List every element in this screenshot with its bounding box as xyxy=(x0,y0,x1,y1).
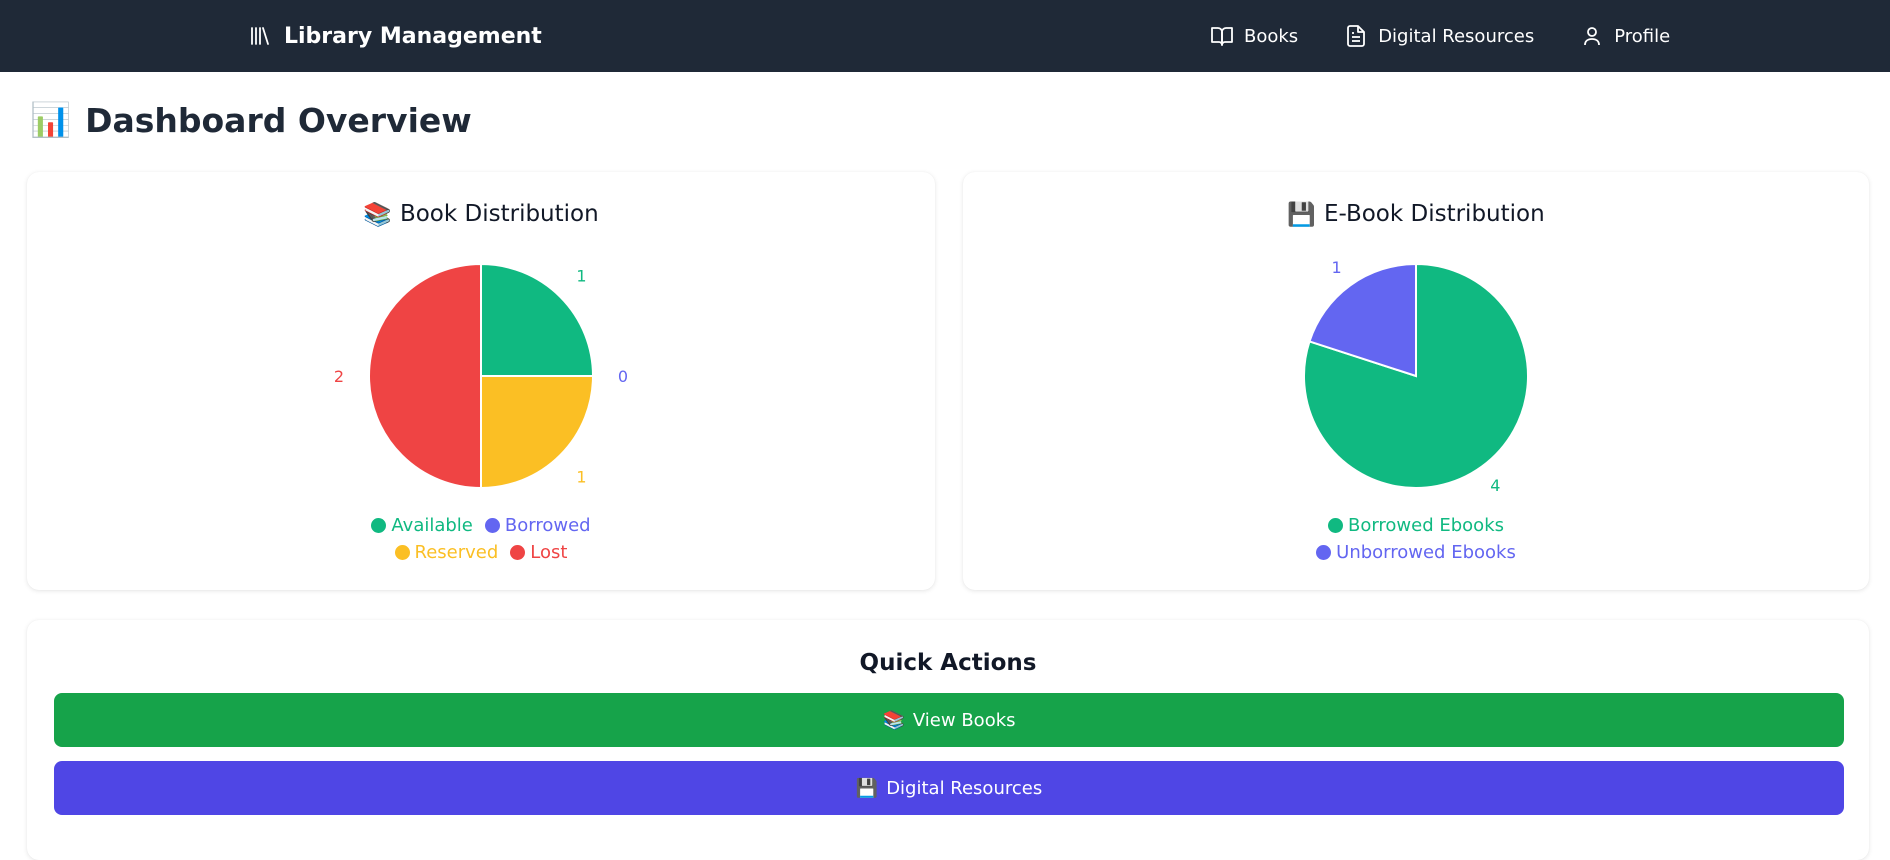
books-emoji-icon: 📚 xyxy=(882,709,905,731)
view-books-button-label: View Books xyxy=(912,709,1016,731)
pie-slice-reserved[interactable] xyxy=(480,375,595,490)
book-distribution-pie-chart: 1 0 1 2 xyxy=(334,262,628,490)
ebook-distribution-title: 💾 E-Book Distribution xyxy=(963,186,1869,242)
nav-link-profile[interactable]: Profile xyxy=(1580,24,1670,48)
bar-chart-icon: 📊 xyxy=(30,100,72,139)
document-icon xyxy=(1347,25,1366,47)
legend-dot xyxy=(394,545,410,560)
legend-label: Available xyxy=(391,515,473,536)
data-label-reserved: 1 xyxy=(576,467,586,486)
legend-item-borrowed-ebooks[interactable]: Borrowed Ebooks xyxy=(1322,512,1510,539)
ebook-distribution-title-text: E-Book Distribution xyxy=(1323,201,1545,227)
nav-link-books-label: Books xyxy=(1244,25,1299,47)
data-label-borrowed: 0 xyxy=(618,367,628,386)
view-books-button[interactable]: 📚 View Books xyxy=(54,693,1844,747)
legend-label: Borrowed Ebooks xyxy=(1347,515,1505,536)
page-title: 📊 Dashboard Overview xyxy=(30,100,472,140)
nav-link-profile-label: Profile xyxy=(1614,25,1671,47)
ebook-distribution-legend: Borrowed Ebooks Unborrowed Ebooks xyxy=(963,512,1869,566)
book-distribution-card: 📚 Book Distribution 1 0 1 2 Available Borrow… xyxy=(27,172,935,590)
legend-dot xyxy=(1316,545,1332,560)
legend-dot xyxy=(510,545,526,560)
quick-actions-card: Quick Actions 📚 View Books 💾 Digital Res… xyxy=(27,620,1869,860)
book-distribution-legend: Available Borrowed Reserved Lost xyxy=(27,512,935,566)
nav-link-digital-resources-label: Digital Resources xyxy=(1378,25,1535,47)
data-label-borrowed-ebooks: 4 xyxy=(1490,476,1500,495)
nav-links: Books Digital Resources Profile xyxy=(1210,0,1670,72)
legend-label: Unborrowed Ebooks xyxy=(1336,542,1516,563)
data-label-available: 1 xyxy=(576,267,586,286)
nav-link-digital-resources[interactable]: Digital Resources xyxy=(1344,24,1534,48)
floppy-disk-emoji-icon: 💾 xyxy=(855,777,879,799)
legend-dot xyxy=(371,518,387,533)
floppy-disk-emoji-icon: 💾 xyxy=(1287,201,1316,228)
books-emoji-icon: 📚 xyxy=(363,201,392,228)
navbar: Library Management Books Digital Resourc… xyxy=(0,0,1890,72)
book-distribution-title: 📚 Book Distribution xyxy=(27,186,935,242)
pie-slice-lost[interactable] xyxy=(368,262,482,490)
pie-slice-available[interactable] xyxy=(480,262,595,377)
data-label-lost: 2 xyxy=(334,367,344,386)
legend-item-borrowed[interactable]: Borrowed xyxy=(479,512,597,539)
page-title-text: Dashboard Overview xyxy=(85,100,472,140)
legend-item-unborrowed-ebooks[interactable]: Unborrowed Ebooks xyxy=(1310,539,1522,566)
brand[interactable]: Library Management xyxy=(248,0,542,72)
user-icon xyxy=(1584,27,1601,46)
legend-label: Borrowed xyxy=(504,515,591,536)
legend-item-lost[interactable]: Lost xyxy=(504,539,573,566)
digital-resources-button[interactable]: 💾 Digital Resources xyxy=(54,761,1844,815)
ebook-distribution-pie-chart: 41 xyxy=(1303,258,1529,495)
library-icon xyxy=(251,27,269,45)
pie-slice-unborrowed-ebooks[interactable] xyxy=(1308,262,1417,378)
book-open-icon xyxy=(1211,27,1233,46)
legend-item-available[interactable]: Available xyxy=(365,512,478,539)
quick-actions-title: Quick Actions xyxy=(859,650,1037,676)
legend-item-reserved[interactable]: Reserved xyxy=(389,539,505,566)
legend-label: Reserved xyxy=(414,542,499,563)
legend-label: Lost xyxy=(530,542,568,563)
brand-label: Library Management xyxy=(284,23,542,49)
nav-link-books[interactable]: Books xyxy=(1210,24,1298,48)
digital-resources-button-label: Digital Resources xyxy=(886,777,1043,799)
book-distribution-title-text: Book Distribution xyxy=(399,201,599,227)
data-label-unborrowed-ebooks: 1 xyxy=(1332,258,1342,277)
legend-dot xyxy=(1327,518,1343,533)
legend-dot xyxy=(484,518,500,533)
